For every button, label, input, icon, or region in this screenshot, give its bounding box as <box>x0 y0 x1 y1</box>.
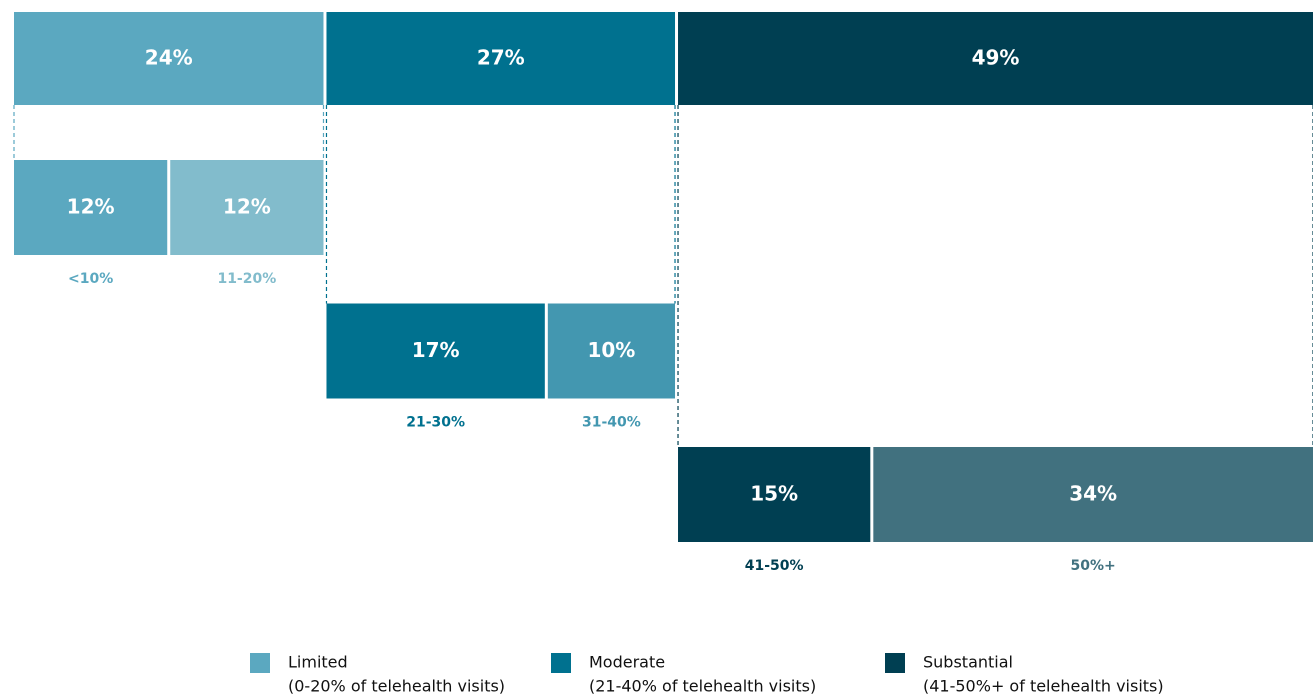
segment-category: 11-20% <box>217 271 276 287</box>
group-label: 27% <box>477 46 525 70</box>
segment-bar <box>678 447 871 542</box>
group-label: 24% <box>145 46 193 70</box>
group-bar <box>678 12 1313 105</box>
group-bar <box>326 12 676 105</box>
segment-bar <box>326 303 545 399</box>
segment-category: 21-30% <box>406 415 465 431</box>
legend-swatch <box>250 653 270 673</box>
segment-category: 50%+ <box>1071 558 1116 574</box>
legend-swatch <box>885 653 905 673</box>
segment-label: 12% <box>67 195 115 219</box>
legend-description: (21-40% of telehealth visits) <box>589 677 816 696</box>
legend-description: (0-20% of telehealth visits) <box>288 677 505 696</box>
group-label: 49% <box>972 46 1020 70</box>
legend-swatch <box>551 653 571 673</box>
group-bar <box>14 12 324 105</box>
legend-label: Moderate <box>589 653 665 672</box>
segment-category: <10% <box>68 271 113 287</box>
segment-bar <box>873 447 1313 542</box>
legend-label: Substantial <box>923 653 1013 672</box>
segment-bar <box>547 303 676 399</box>
legend-description: (41-50%+ of telehealth visits) <box>923 677 1164 696</box>
segment-label: 34% <box>1069 482 1117 506</box>
segment-bar <box>14 160 168 255</box>
segment-bar <box>170 160 324 255</box>
segment-label: 15% <box>750 482 798 506</box>
segment-category: 31-40% <box>582 415 641 431</box>
segment-label: 10% <box>587 338 635 362</box>
legend-label: Limited <box>288 653 348 672</box>
segment-label: 12% <box>223 195 271 219</box>
segment-category: 41-50% <box>745 558 804 574</box>
segment-label: 17% <box>412 338 460 362</box>
